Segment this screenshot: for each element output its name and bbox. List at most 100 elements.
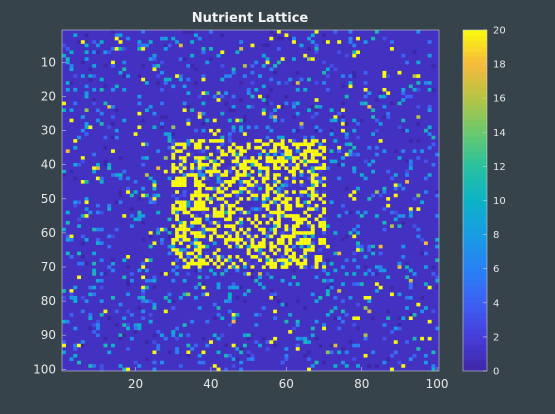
heatmap-cell bbox=[186, 255, 190, 259]
heatmap-cell bbox=[209, 197, 213, 201]
heatmap-cell bbox=[62, 351, 66, 355]
heatmap-cell bbox=[352, 316, 356, 320]
heatmap-cell bbox=[239, 347, 243, 351]
heatmap-cell bbox=[145, 258, 149, 262]
heatmap-cell bbox=[171, 299, 175, 303]
heatmap-cell bbox=[326, 258, 330, 262]
heatmap-cell bbox=[281, 160, 285, 164]
heatmap-cell bbox=[70, 50, 74, 54]
heatmap-cell bbox=[168, 299, 172, 303]
heatmap-cell bbox=[266, 241, 270, 245]
heatmap-cell bbox=[292, 252, 296, 256]
heatmap-cell bbox=[247, 238, 251, 242]
heatmap-cell bbox=[239, 187, 243, 191]
heatmap-cell bbox=[311, 33, 315, 37]
heatmap-cell bbox=[277, 177, 281, 181]
heatmap-cell bbox=[288, 197, 292, 201]
heatmap-cell bbox=[394, 183, 398, 187]
heatmap-cell bbox=[201, 293, 205, 297]
heatmap-cell bbox=[171, 180, 175, 184]
heatmap-cell bbox=[311, 149, 315, 153]
heatmap-cell bbox=[349, 85, 353, 89]
heatmap-cell bbox=[277, 221, 281, 225]
heatmap-cell bbox=[333, 231, 337, 235]
heatmap-cell bbox=[330, 262, 334, 266]
heatmap-cell bbox=[284, 357, 288, 361]
heatmap-cell bbox=[179, 224, 183, 228]
heatmap-cell bbox=[111, 105, 115, 109]
heatmap-cell bbox=[224, 224, 228, 228]
heatmap-cell bbox=[171, 207, 175, 211]
heatmap-cell bbox=[431, 351, 435, 355]
colorbar-tick-label: 20 bbox=[493, 26, 506, 37]
heatmap-cell bbox=[322, 228, 326, 232]
heatmap-cell bbox=[382, 105, 386, 109]
heatmap-cell bbox=[398, 262, 402, 266]
heatmap-cell bbox=[281, 153, 285, 157]
heatmap-cell bbox=[171, 269, 175, 273]
heatmap-cell bbox=[435, 327, 439, 331]
heatmap-cell bbox=[254, 224, 258, 228]
heatmap-cell bbox=[266, 235, 270, 239]
heatmap-cell bbox=[281, 139, 285, 143]
heatmap-cell bbox=[307, 207, 311, 211]
heatmap-cell bbox=[315, 166, 319, 170]
heatmap-cell bbox=[266, 255, 270, 259]
heatmap-cell bbox=[190, 64, 194, 68]
heatmap-cell bbox=[356, 316, 360, 320]
y-tick-label: 100 bbox=[33, 362, 56, 376]
heatmap-cell bbox=[190, 221, 194, 225]
heatmap-cell bbox=[420, 149, 424, 153]
heatmap-cell bbox=[217, 306, 221, 310]
heatmap-cell bbox=[115, 129, 119, 133]
heatmap-cell bbox=[337, 177, 341, 181]
heatmap-cell bbox=[111, 296, 115, 300]
heatmap-cell bbox=[273, 64, 277, 68]
heatmap-cell bbox=[164, 78, 168, 82]
heatmap-cell bbox=[307, 340, 311, 344]
heatmap-cell bbox=[217, 146, 221, 150]
heatmap-cell bbox=[96, 323, 100, 327]
heatmap-cell bbox=[281, 163, 285, 167]
heatmap-cell bbox=[179, 228, 183, 232]
heatmap-cell bbox=[303, 160, 307, 164]
heatmap-cell bbox=[296, 299, 300, 303]
heatmap-cell bbox=[273, 153, 277, 157]
heatmap-cell bbox=[341, 265, 345, 269]
heatmap-cell bbox=[281, 143, 285, 147]
heatmap-cell bbox=[232, 95, 236, 99]
heatmap-cell bbox=[428, 132, 432, 136]
heatmap-cell bbox=[424, 177, 428, 181]
heatmap-cell bbox=[232, 190, 236, 194]
colorbar-segment bbox=[463, 254, 487, 260]
heatmap-cell bbox=[311, 139, 315, 143]
heatmap-cell bbox=[73, 327, 77, 331]
heatmap-cell bbox=[390, 368, 394, 372]
heatmap-cell bbox=[81, 235, 85, 239]
heatmap-cell bbox=[209, 340, 213, 344]
heatmap-cell bbox=[77, 344, 81, 348]
heatmap-cell bbox=[201, 173, 205, 177]
heatmap-cell bbox=[247, 88, 251, 92]
heatmap-cell bbox=[360, 119, 364, 123]
heatmap-cell bbox=[243, 166, 247, 170]
heatmap-cell bbox=[126, 282, 130, 286]
heatmap-cell bbox=[254, 160, 258, 164]
colorbar-segment bbox=[463, 211, 487, 217]
heatmap-cell bbox=[217, 156, 221, 160]
heatmap-cell bbox=[262, 228, 266, 232]
heatmap-cell bbox=[220, 190, 224, 194]
heatmap-cell bbox=[160, 88, 164, 92]
heatmap-cell bbox=[85, 50, 89, 54]
heatmap-cell bbox=[405, 95, 409, 99]
heatmap-cell bbox=[251, 183, 255, 187]
heatmap-cell bbox=[318, 258, 322, 262]
colorbar-segment bbox=[463, 286, 487, 292]
heatmap-cell bbox=[382, 207, 386, 211]
heatmap-cell bbox=[251, 156, 255, 160]
heatmap-cell bbox=[296, 320, 300, 324]
heatmap-cell bbox=[100, 313, 104, 317]
heatmap-cell bbox=[209, 214, 213, 218]
heatmap-cell bbox=[398, 327, 402, 331]
heatmap-cell bbox=[266, 207, 270, 211]
